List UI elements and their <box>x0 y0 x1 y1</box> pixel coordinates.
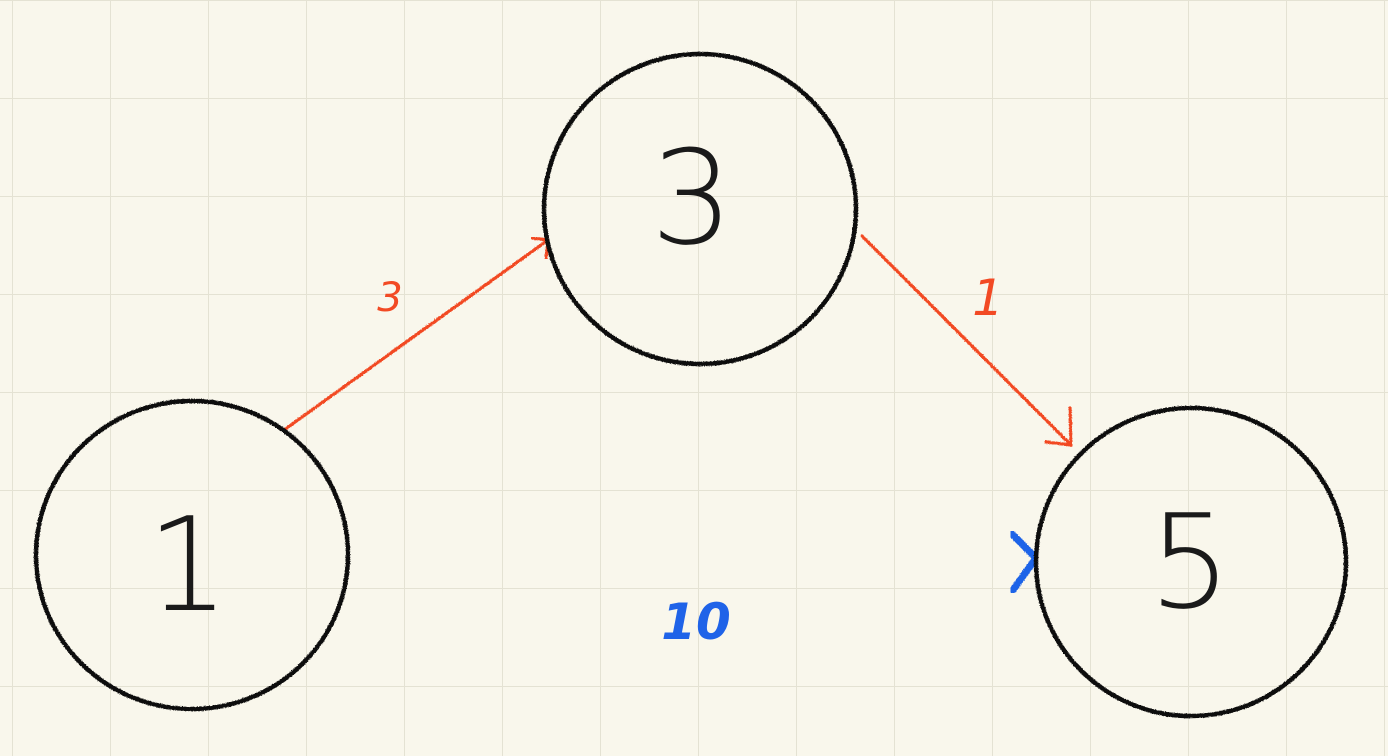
edge-1-to-5: 10 <box>344 530 1040 651</box>
edge-3-to-5-line <box>860 234 1072 446</box>
node-3-circle <box>541 51 859 367</box>
node-1: 1 <box>33 398 351 712</box>
node-5-circle <box>1033 405 1349 719</box>
node-3: 3 <box>541 51 859 367</box>
edge-1-to-3-line <box>282 238 550 432</box>
edge-1-to-3-weight: 3 <box>377 275 402 321</box>
edge-3-to-5-weight: 1 <box>972 269 1004 327</box>
node-1-circle <box>33 398 351 712</box>
node-1-label: 1 <box>147 489 230 641</box>
edge-3-to-5-arrowhead <box>1044 406 1073 447</box>
edge-1-to-5-arrowhead <box>1008 530 1040 594</box>
edge-1-to-5-weight: 10 <box>661 593 731 651</box>
node-5: 5 <box>1033 405 1349 719</box>
edge-3-to-5: 1 <box>860 234 1073 447</box>
edge-1-to-3: 3 <box>282 236 550 432</box>
node-3-label: 3 <box>651 122 734 274</box>
node-5-label: 5 <box>1149 486 1232 638</box>
